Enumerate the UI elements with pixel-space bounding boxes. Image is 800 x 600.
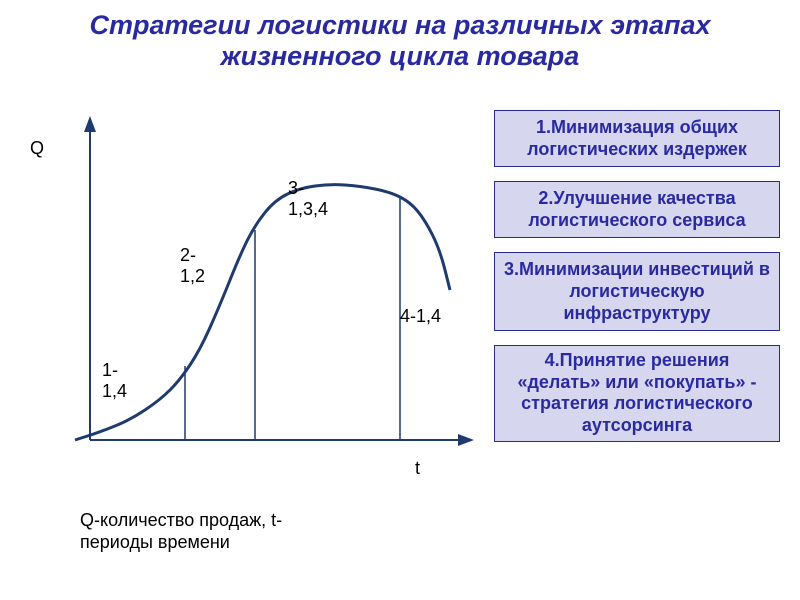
strategy-box-4: 4.Принятие решения «делать» или «покупат… [494,345,780,441]
strategy-box-2: 2.Улучшение качества логистического серв… [494,181,780,238]
stage-label-2: 2-1,2 [180,245,205,286]
page-title: Стратегии логистики на различных этапах … [0,0,800,72]
chart-svg [20,110,490,570]
stage-label-1: 1-1,4 [102,360,127,401]
legend-text: Q-количество продаж, t-периоды времени [80,510,282,553]
stage-label-3: 3-1,3,4 [288,178,328,219]
lifecycle-chart: Q t 1-1,42-1,23-1,3,44-1,4 Q-количество … [20,110,490,500]
strategy-box-3: 3.Минимизации инвестиций в логистическую… [494,252,780,331]
x-axis-label: t [415,458,420,479]
strategy-box-1: 1.Минимизация общих логистических издерж… [494,110,780,167]
stage-label-4: 4-1,4 [400,306,441,327]
strategy-boxes: 1.Минимизация общих логистических издерж… [494,110,780,442]
y-axis-label: Q [30,138,44,159]
